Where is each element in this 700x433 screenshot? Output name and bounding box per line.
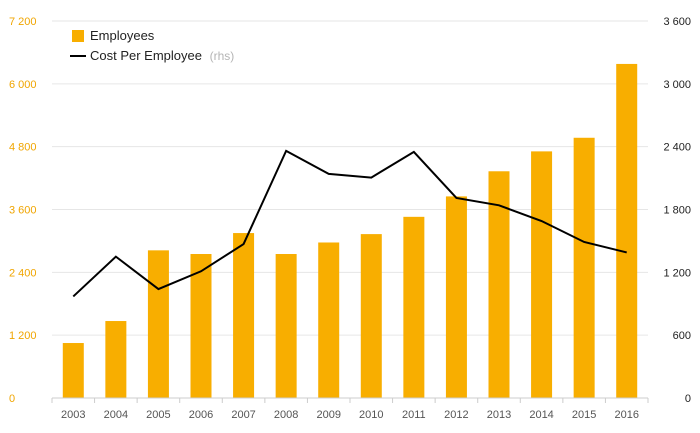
left-axis-tick-label: 7 200 [9,16,37,28]
legend-employees-label: Employees [90,28,155,43]
right-axis-tick-label: 2 400 [663,142,691,154]
right-axis-tick-label: 0 [685,393,691,405]
employees-bar [573,137,595,399]
employees-bar [62,343,84,398]
employees-bar [318,242,340,398]
x-axis-tick-label: 2003 [61,409,85,421]
x-axis-tick-label: 2014 [529,409,553,421]
left-axis-tick-label: 0 [9,393,15,405]
cost-per-employee-polyline [72,149,627,298]
x-axis-tick-label: 2012 [444,409,468,421]
cost-per-employee-line [72,149,627,298]
employees-bars [62,63,638,399]
gridlines [52,20,648,336]
legend-rhs-suffix: (rhs) [210,49,235,63]
employees-bar [360,234,382,398]
employees-bar [190,254,212,398]
right-axis-tick-label: 3 600 [663,16,691,28]
x-axis-tick-label: 2006 [189,409,213,421]
x-axis-tick-label: 2016 [614,409,638,421]
right-axis-tick-label: 3 000 [663,79,691,91]
employees-bar [233,233,255,398]
employees-bar [275,254,297,398]
x-axis-tick-label: 2007 [231,409,255,421]
x-axis-tick-label: 2011 [402,409,426,421]
right-axis-tick-label: 1 800 [663,205,691,217]
employees-bar [488,171,510,398]
x-axis-tick-label: 2004 [104,409,128,421]
employees-bar [531,151,553,398]
left-axis-tick-label: 4 800 [9,142,37,154]
x-axis-tick-label: 2005 [146,409,170,421]
employees-bar [616,63,638,399]
employees-bar [445,196,467,398]
left-axis-tick-label: 6 000 [9,79,37,91]
x-axis-tick-label: 2008 [274,409,298,421]
x-axis-tick-label: 2015 [572,409,596,421]
legend-cost-label-text: Cost Per Employee [90,48,202,63]
right-axis-tick-label: 1 200 [663,267,691,279]
legend-cost-label: Cost Per Employee (rhs) [90,48,234,63]
legend: Employees Cost Per Employee (rhs) [70,28,234,63]
right-axis-tick-label: 600 [673,330,691,342]
employees-bar [147,250,169,398]
x-axis-tick-label: 2013 [487,409,511,421]
left-axis-tick-label: 2 400 [9,267,37,279]
employees-bar [403,216,425,398]
left-axis-tick-label: 1 200 [9,330,37,342]
x-axis-tick-label: 2010 [359,409,383,421]
x-axis-tick-label: 2009 [316,409,340,421]
left-axis-tick-label: 3 600 [9,205,37,217]
employees-bar [105,321,127,398]
axes: 0 1 200 2 400 3 600 4 800 6 000 7 200 0 600 1 200… [9,16,691,421]
legend-employees-marker [72,30,84,42]
